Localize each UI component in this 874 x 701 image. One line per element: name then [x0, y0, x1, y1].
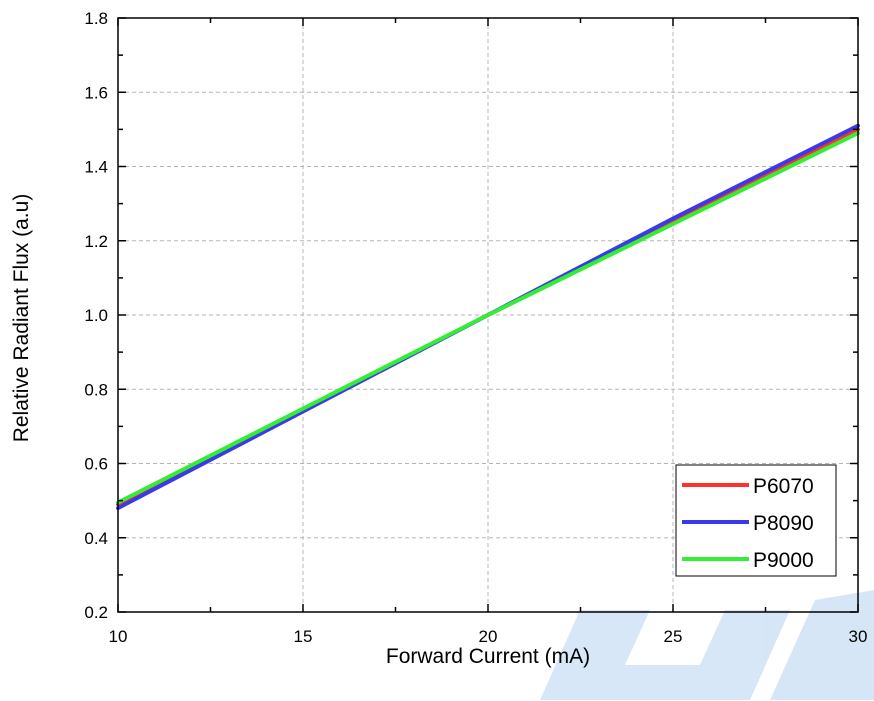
y-tick-label: 1.6 — [84, 83, 108, 102]
series-line-p9000 — [116, 131, 860, 505]
legend-label-p9000: P9000 — [753, 549, 814, 572]
series-lines — [116, 123, 860, 511]
y-tick-label: 1.8 — [84, 9, 108, 28]
y-tick-label: 0.4 — [84, 529, 108, 548]
x-tick-label: 30 — [849, 627, 868, 646]
y-tick-labels: 0.2 0.4 0.6 0.8 1.0 1.2 1.4 1.6 1.8 — [84, 9, 108, 622]
x-axis-title: Forward Current (mA) — [386, 645, 590, 668]
y-tick-label: 0.8 — [84, 380, 108, 399]
legend-label-p8090: P8090 — [753, 512, 814, 535]
y-tick-label: 1.2 — [84, 232, 108, 251]
x-tick-label: 25 — [664, 627, 683, 646]
x-tick-label: 20 — [479, 627, 498, 646]
watermark-logo — [540, 590, 874, 700]
legend: P6070 P8090 P9000 — [675, 464, 837, 577]
x-tick-label: 10 — [109, 627, 128, 646]
y-tick-label: 1.4 — [84, 158, 108, 177]
legend-label-p6070: P6070 — [753, 475, 814, 498]
y-tick-label: 0.6 — [84, 455, 108, 474]
x-tick-labels: 10 15 20 25 30 — [109, 627, 868, 646]
y-tick-label: 1.0 — [84, 306, 108, 325]
y-tick-label: 0.2 — [84, 603, 108, 622]
y-axis-title: Relative Radiant Flux (a.u) — [10, 194, 33, 443]
x-tick-label: 15 — [294, 627, 313, 646]
axis-ticks — [117, 17, 859, 613]
